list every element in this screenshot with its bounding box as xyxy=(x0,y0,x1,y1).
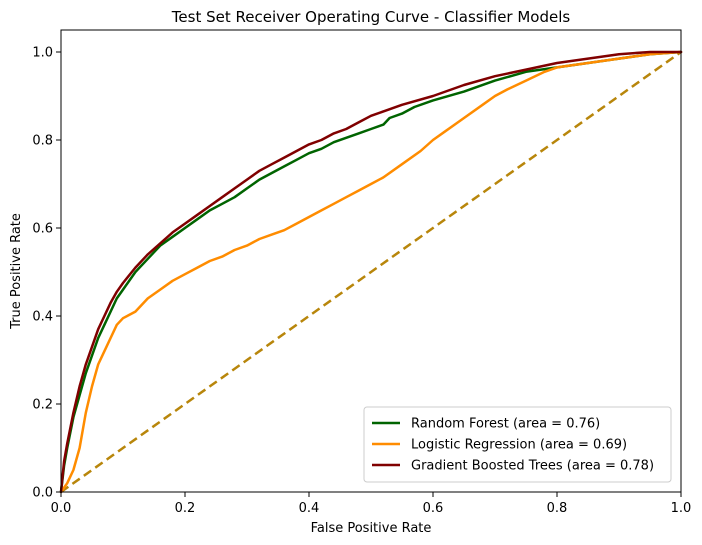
reference-diagonal-line xyxy=(60,50,682,494)
legend-box xyxy=(363,406,672,483)
chart-title: Test Set Receiver Operating Curve - Clas… xyxy=(171,8,571,26)
x-tick-label: 0.2 xyxy=(175,501,196,516)
y-tick-label: 1.0 xyxy=(32,46,53,61)
y-axis-label: True Positive Rate xyxy=(9,213,24,330)
y-tick-label: 0.8 xyxy=(32,134,53,149)
series-line-1 xyxy=(59,50,683,494)
legend: Random Forest (area = 0.76) Logistic Regr… xyxy=(363,406,672,483)
x-axis-ticks: 0.0 0.2 0.4 0.6 0.8 1.0 xyxy=(51,492,692,516)
y-tick-label: 0.0 xyxy=(32,486,53,501)
axes-frame xyxy=(60,29,682,493)
y-tick-label: 0.4 xyxy=(32,310,53,325)
series-line-2 xyxy=(59,50,683,494)
series-line-0 xyxy=(59,50,683,494)
y-tick-label: 0.6 xyxy=(32,222,53,237)
legend-label-2: Gradient Boosted Trees (area = 0.78) xyxy=(411,459,654,474)
y-tick-label: 0.2 xyxy=(32,398,53,413)
x-tick-label: 0.4 xyxy=(299,501,320,516)
legend-label-1: Logistic Regression (area = 0.69) xyxy=(411,438,627,453)
x-tick-label: 0.0 xyxy=(51,501,72,516)
plot-area xyxy=(59,29,683,494)
legend-label-0: Random Forest (area = 0.76) xyxy=(411,417,600,432)
x-tick-label: 0.6 xyxy=(423,501,444,516)
x-tick-label: 1.0 xyxy=(671,501,692,516)
x-axis-label: False Positive Rate xyxy=(311,521,432,536)
x-tick-label: 0.8 xyxy=(547,501,568,516)
y-axis-ticks: 0.0 0.2 0.4 0.6 0.8 1.0 xyxy=(32,46,61,501)
